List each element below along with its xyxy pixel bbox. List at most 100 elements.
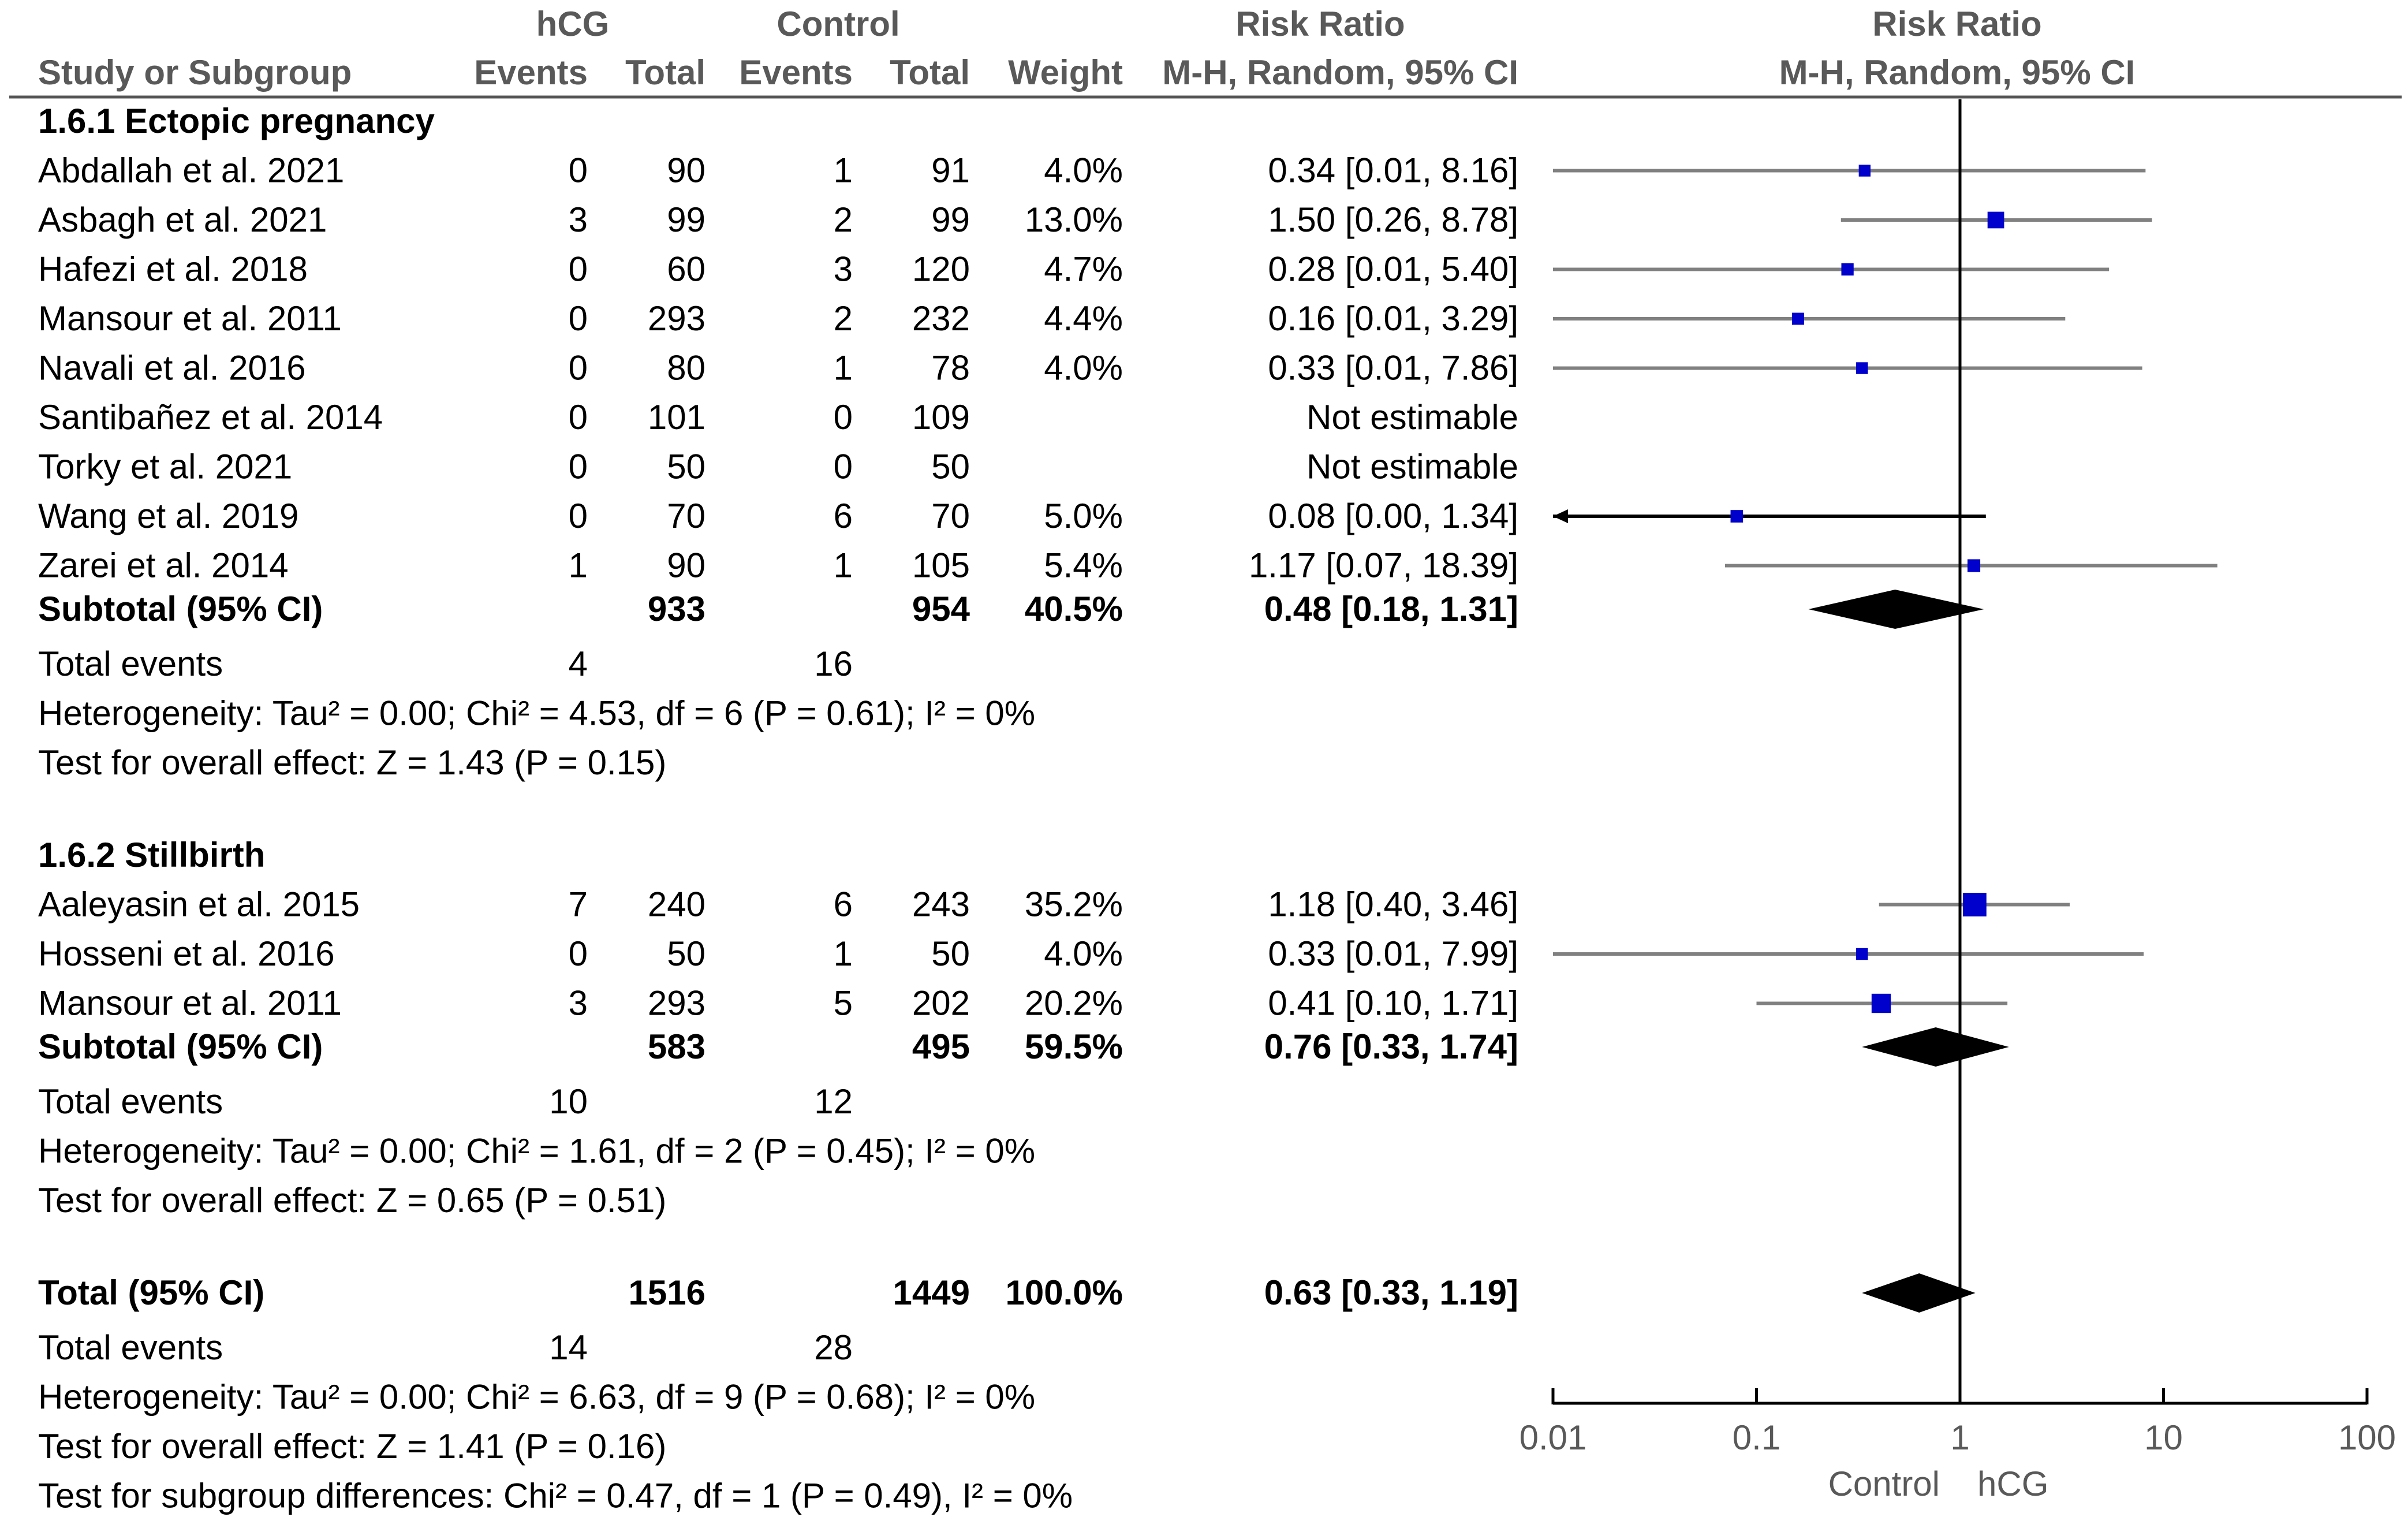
ctrl-events: 3 bbox=[834, 250, 853, 289]
weight: 4.4% bbox=[1044, 299, 1123, 338]
total-ctrl-total: 1449 bbox=[893, 1273, 970, 1312]
ctrl-events: 1 bbox=[834, 151, 853, 190]
study-marker bbox=[1756, 993, 2008, 1013]
exp-events: 0 bbox=[569, 497, 588, 535]
ctrl-events: 1 bbox=[834, 934, 853, 973]
ctrl-events: 5 bbox=[834, 984, 853, 1023]
subgroup-difference-text: Test for subgroup differences: Chi² = 0.… bbox=[38, 1477, 1073, 1515]
subtotal-diamond bbox=[1808, 590, 1984, 629]
ctrl-events: 6 bbox=[834, 885, 853, 924]
exp-total: 50 bbox=[667, 448, 705, 486]
weight: 4.0% bbox=[1044, 934, 1123, 973]
table-header: hCG Control Risk Ratio Risk Ratio Study … bbox=[9, 5, 2402, 99]
subtotal-ci: 0.48 [0.18, 1.31] bbox=[1264, 590, 1518, 628]
weight-square bbox=[1856, 948, 1868, 960]
plot-area: 0.01 0.1 1 10 100 Control hCG bbox=[1520, 99, 2396, 1503]
weight: 35.2% bbox=[1025, 885, 1123, 924]
exp-total: 293 bbox=[648, 984, 705, 1023]
weight: 4.0% bbox=[1044, 151, 1123, 190]
ctrl-total: 99 bbox=[931, 200, 970, 239]
exp-events: 7 bbox=[569, 885, 588, 924]
subtotal-exp-total: 583 bbox=[648, 1027, 705, 1066]
total-weight: 100.0% bbox=[1006, 1273, 1123, 1312]
study-name: Torky et al. 2021 bbox=[38, 448, 292, 486]
total-events-exp: 10 bbox=[549, 1082, 588, 1121]
x-tick-label: 1 bbox=[1950, 1418, 1969, 1457]
risk-ratio-ci: 0.33 [0.01, 7.99] bbox=[1268, 934, 1518, 973]
risk-ratio-ci: Not estimable bbox=[1306, 448, 1518, 486]
weight-square bbox=[1856, 362, 1868, 374]
ctrl-total: 109 bbox=[912, 398, 970, 437]
header-control: Control bbox=[776, 5, 899, 43]
subtotal-label: Subtotal (95% CI) bbox=[38, 590, 323, 628]
header-hcg: hCG bbox=[536, 5, 610, 43]
study-name: Mansour et al. 2011 bbox=[38, 299, 342, 338]
table-rows: 1.6.1 Ectopic pregnancy Abdallah et al. 2… bbox=[38, 102, 1518, 1515]
risk-ratio-ci: Not estimable bbox=[1306, 398, 1518, 437]
risk-ratio-ci: 0.28 [0.01, 5.40] bbox=[1268, 250, 1518, 289]
study-marker bbox=[1553, 263, 2110, 276]
risk-ratio-ci: 0.16 [0.01, 3.29] bbox=[1268, 299, 1518, 338]
total-events-exp: 4 bbox=[569, 644, 588, 683]
header-weight: Weight bbox=[1008, 53, 1123, 92]
subtotal-diamond bbox=[1862, 1027, 2009, 1067]
exp-total: 90 bbox=[667, 151, 705, 190]
risk-ratio-ci: 1.50 [0.26, 8.78] bbox=[1268, 200, 1518, 239]
subtotal-weight: 59.5% bbox=[1025, 1027, 1123, 1066]
study-marker bbox=[1553, 362, 2142, 374]
study-name: Asbagh et al. 2021 bbox=[38, 200, 327, 239]
total-events-label: Total events bbox=[38, 1328, 223, 1367]
risk-ratio-ci: 1.18 [0.40, 3.46] bbox=[1268, 885, 1518, 924]
study-marker bbox=[1553, 165, 2146, 177]
subgroup-title: 1.6.1 Ectopic pregnancy bbox=[38, 102, 435, 140]
subgroup-title: 1.6.2 Stillbirth bbox=[38, 836, 265, 874]
exp-events: 0 bbox=[569, 250, 588, 289]
header-risk-ratio: Risk Ratio bbox=[1235, 5, 1405, 43]
exp-events: 3 bbox=[569, 984, 588, 1023]
study-name: Abdallah et al. 2021 bbox=[38, 151, 344, 190]
weight: 4.0% bbox=[1044, 349, 1123, 387]
weight-square bbox=[1987, 211, 2004, 229]
weight-square bbox=[1791, 312, 1804, 325]
total-events-label: Total events bbox=[38, 644, 223, 683]
ctrl-events: 0 bbox=[834, 398, 853, 437]
ctrl-events: 0 bbox=[834, 448, 853, 486]
ci-arrow-left bbox=[1553, 509, 1568, 523]
exp-total: 240 bbox=[648, 885, 705, 924]
total-diamond bbox=[1862, 1273, 1976, 1313]
ctrl-total: 243 bbox=[912, 885, 970, 924]
subtotal-ctrl-total: 954 bbox=[912, 590, 970, 628]
exp-events: 0 bbox=[569, 448, 588, 486]
exp-total: 50 bbox=[667, 934, 705, 973]
study-name: Santibañez et al. 2014 bbox=[38, 398, 383, 437]
study-name: Hosseni et al. 2016 bbox=[38, 934, 335, 973]
total-ci: 0.63 [0.33, 1.19] bbox=[1264, 1273, 1518, 1312]
risk-ratio-ci: 0.33 [0.01, 7.86] bbox=[1268, 349, 1518, 387]
ctrl-total: 105 bbox=[912, 546, 970, 585]
weight-square bbox=[1841, 263, 1854, 276]
risk-ratio-ci: 1.17 [0.07, 18.39] bbox=[1249, 546, 1518, 585]
exp-events: 0 bbox=[569, 151, 588, 190]
total-events-label: Total events bbox=[38, 1082, 223, 1121]
ctrl-events: 6 bbox=[834, 497, 853, 535]
study-name: Zarei et al. 2014 bbox=[38, 546, 289, 585]
ctrl-total: 91 bbox=[931, 151, 970, 190]
risk-ratio-ci: 0.34 [0.01, 8.16] bbox=[1268, 151, 1518, 190]
study-name: Wang et al. 2019 bbox=[38, 497, 298, 535]
exp-total: 60 bbox=[667, 250, 705, 289]
ctrl-events: 1 bbox=[834, 546, 853, 585]
subtotal-ctrl-total: 495 bbox=[912, 1027, 970, 1066]
x-tick-label: 100 bbox=[2338, 1418, 2396, 1457]
study-marker bbox=[1553, 312, 2066, 325]
ctrl-total: 78 bbox=[931, 349, 970, 387]
exp-total: 101 bbox=[648, 398, 705, 437]
exp-events: 3 bbox=[569, 200, 588, 239]
ctrl-total: 50 bbox=[931, 448, 970, 486]
ctrl-events: 1 bbox=[834, 349, 853, 387]
total-events-ctrl: 12 bbox=[814, 1082, 853, 1121]
header-plot-risk-ratio: Risk Ratio bbox=[1872, 5, 2041, 43]
exp-events: 0 bbox=[569, 398, 588, 437]
risk-ratio-ci: 0.41 [0.10, 1.71] bbox=[1268, 984, 1518, 1023]
exp-total: 293 bbox=[648, 299, 705, 338]
ctrl-total: 50 bbox=[931, 934, 970, 973]
